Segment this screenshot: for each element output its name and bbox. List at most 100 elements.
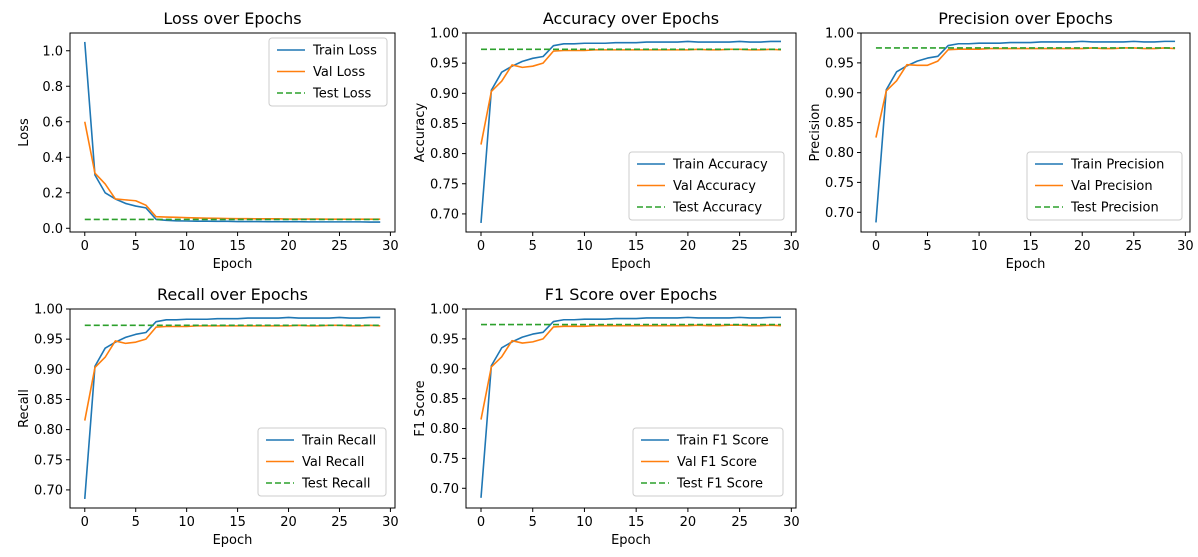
chart-panel-4: Recall over Epochs 0 5 10 15 20 25 30 0.70 0.75 0.…	[17, 285, 399, 548]
y-axis-label: Recall	[17, 389, 32, 428]
x-tick-label: 5	[529, 239, 537, 254]
y-tick-label: 0.8	[42, 80, 63, 95]
x-tick-label: 10	[178, 515, 195, 530]
axes-frame	[465, 32, 797, 233]
x-tick-label: 5	[132, 515, 140, 530]
legend-label-train: Train Precision	[1070, 158, 1164, 173]
legend-label-test: Test Precision	[1070, 201, 1159, 216]
y-tick-label: 0.70	[430, 207, 459, 222]
y-tick-label: 0.90	[825, 86, 854, 101]
chart-panel-3: Precision over Epochs 0 5 10 15 20 25 30 0.70 0.7…	[808, 9, 1194, 272]
legend: Train Loss Val Loss Test Loss	[268, 37, 388, 107]
series-line-val	[480, 48, 782, 145]
y-tick-label: 0.4	[42, 151, 63, 166]
chart-panel-1: Loss over Epochs 0 5 10 15 20 25 30 0.0 0.2 0.4 0.6…	[17, 9, 399, 272]
x-tick-label: 15	[628, 239, 645, 254]
y-tick-label: 0.90	[430, 87, 459, 102]
series-line-train	[83, 41, 381, 223]
y-tick-label: 0.85	[34, 393, 63, 408]
legend-box	[632, 427, 784, 497]
x-tick-label: 30	[1177, 239, 1194, 254]
y-tick-label: 0.80	[430, 147, 459, 162]
x-tick-label: 25	[331, 239, 348, 254]
legend-label-test: Test Loss	[312, 87, 371, 102]
x-tick-label: 30	[783, 239, 800, 254]
x-tick-label: 30	[382, 239, 399, 254]
x-tick-label: 30	[382, 515, 399, 530]
series-line-train	[875, 40, 1176, 223]
y-tick-label: 0.95	[34, 333, 63, 348]
y-tick-label: 1.00	[34, 303, 63, 318]
x-tick-label: 20	[680, 515, 697, 530]
y-axis-label: F1 Score	[413, 380, 428, 436]
y-tick-label: 0.85	[430, 117, 459, 132]
legend-box	[1026, 151, 1183, 221]
legend: Train Precision Val Precision Test Precisi…	[1026, 151, 1183, 221]
axes-frame	[465, 308, 797, 509]
y-tick-label: 0.80	[825, 146, 854, 161]
series-line-train	[480, 316, 781, 498]
x-tick-label: 25	[731, 239, 748, 254]
legend: Train Accuracy Val Accuracy Test Accuracy	[628, 151, 785, 221]
axes-frame	[69, 308, 396, 509]
series-line-val	[83, 324, 381, 421]
x-tick-label: 0	[872, 239, 880, 254]
chart-title: Loss over Epochs	[163, 9, 301, 28]
y-axis-label: Loss	[17, 118, 32, 147]
y-tick-label: 0.85	[430, 392, 459, 407]
y-tick-label: 0.80	[430, 422, 459, 437]
y-tick-label: 0.0	[42, 222, 63, 237]
chart-title: F1 Score over Epochs	[545, 285, 717, 304]
x-tick-label: 15	[628, 515, 645, 530]
axes-frame	[860, 32, 1191, 233]
series-line-train	[83, 316, 381, 500]
x-axis-label: Epoch	[611, 533, 651, 548]
y-tick-label: 0.80	[34, 423, 63, 438]
legend: Train Recall Val Recall Test Recall	[257, 427, 387, 497]
y-tick-label: 1.00	[825, 27, 854, 42]
legend-label-test: Test F1 Score	[676, 477, 763, 492]
x-tick-label: 15	[229, 239, 246, 254]
x-tick-label: 0	[477, 515, 485, 530]
chart-title: Accuracy over Epochs	[543, 9, 719, 28]
y-tick-label: 0.90	[34, 363, 63, 378]
y-tick-label: 1.00	[430, 303, 459, 318]
legend-label-val: Val Accuracy	[673, 179, 756, 194]
series-line-train	[480, 40, 781, 224]
legend-label-train: Train Recall	[301, 434, 376, 449]
axes-frame	[69, 32, 396, 233]
legend-label-val: Val Loss	[313, 65, 365, 80]
x-tick-label: 20	[280, 515, 297, 530]
legend-label-test: Test Recall	[301, 477, 371, 492]
x-tick-label: 25	[331, 515, 348, 530]
x-axis-label: Epoch	[1006, 257, 1046, 272]
x-tick-label: 0	[81, 239, 89, 254]
y-tick-label: 0.90	[430, 362, 459, 377]
y-tick-label: 0.75	[430, 177, 459, 192]
x-tick-label: 25	[1126, 239, 1143, 254]
legend-label-val: Val Recall	[302, 455, 364, 470]
x-tick-label: 5	[132, 239, 140, 254]
legend-box	[257, 427, 387, 497]
legend: Train F1 Score Val F1 Score Test F1 Score	[632, 427, 784, 497]
x-tick-label: 20	[680, 239, 697, 254]
x-tick-label: 10	[971, 239, 988, 254]
x-tick-label: 5	[529, 515, 537, 530]
y-axis-label: Precision	[808, 103, 823, 161]
x-tick-label: 30	[783, 515, 800, 530]
y-tick-label: 0.70	[34, 483, 63, 498]
x-tick-label: 15	[1022, 239, 1039, 254]
legend-box	[268, 37, 388, 107]
x-tick-label: 0	[477, 239, 485, 254]
series-line-val	[480, 324, 782, 420]
legend-label-val: Val Precision	[1071, 179, 1153, 194]
y-tick-label: 0.75	[430, 452, 459, 467]
legend-label-val: Val F1 Score	[677, 455, 757, 470]
series-line-val	[875, 47, 1176, 138]
legend-label-train: Train Loss	[312, 44, 377, 59]
y-tick-label: 0.6	[42, 115, 63, 130]
x-tick-label: 10	[178, 239, 195, 254]
x-tick-label: 5	[923, 239, 931, 254]
y-tick-label: 0.70	[430, 482, 459, 497]
